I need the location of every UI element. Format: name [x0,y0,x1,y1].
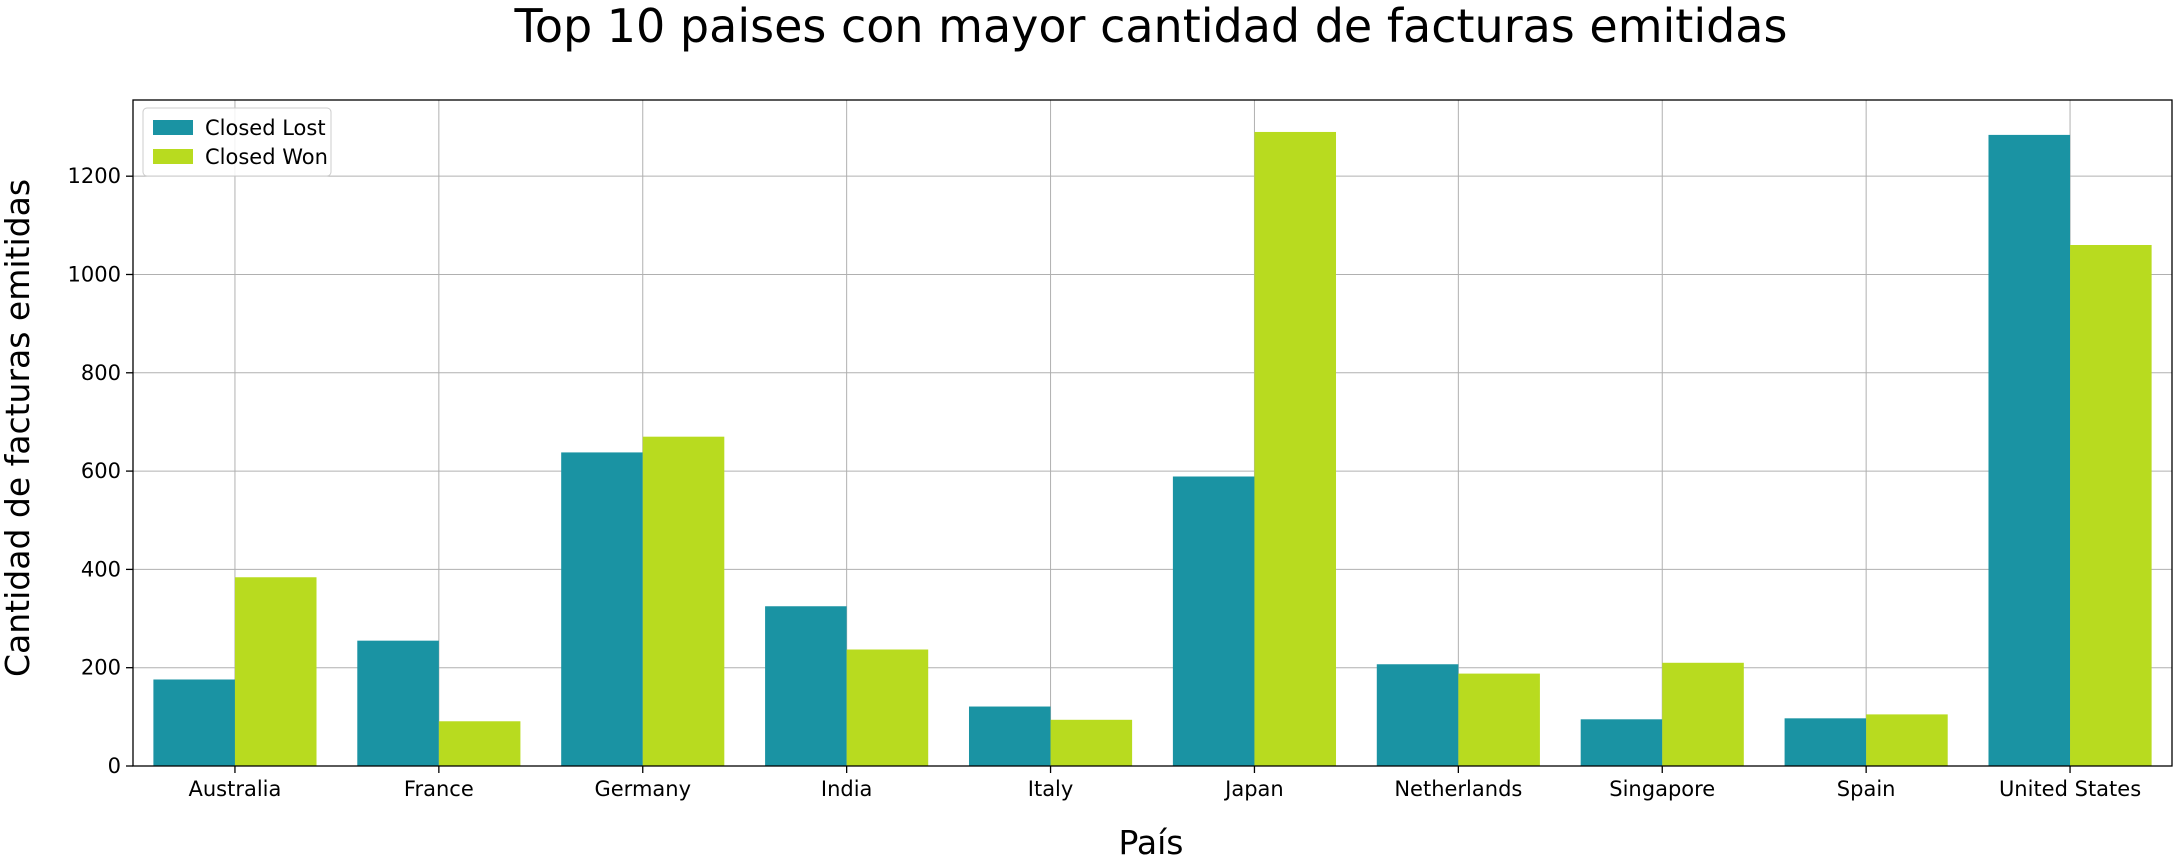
x-tick-label: Italy [1028,777,1074,801]
legend: Closed Lost Closed Won [142,107,332,177]
x-tick-label: Australia [189,777,282,801]
y-axis-title: Cantidad de facturas emitidas [0,179,37,677]
x-tick-label: Singapore [1609,777,1715,801]
bar-closed-won [1458,673,1540,766]
x-tick-label: United States [1999,777,2141,801]
legend-label: Closed Won [205,145,328,169]
bar-closed-won [1254,131,1337,766]
legend-swatch [153,149,193,164]
bar-closed-lost [1784,718,1867,766]
bar-closed-lost [1376,664,1459,766]
bar-closed-won [234,577,317,766]
y-tick-label: 600 [81,459,121,483]
x-tick-label: Spain [1837,777,1896,801]
bar-closed-lost [968,706,1051,766]
bar-closed-lost [153,679,235,766]
bar-closed-won [438,721,521,766]
x-tick-label: Netherlands [1394,777,1522,801]
chart-title: Top 10 paises con mayor cantidad de fact… [514,0,1788,53]
bars [153,131,2152,767]
bar-closed-won [642,436,725,766]
bar-closed-lost [1172,476,1255,766]
x-tick-label: India [821,777,873,801]
x-axis-ticks: Australia France Germany India Italy Japan Net… [189,766,2141,801]
bar-closed-won [1662,662,1744,766]
legend-label: Closed Lost [205,116,326,140]
bar-closed-lost [561,452,643,766]
bar-closed-lost [357,640,439,766]
y-tick-label: 800 [81,361,121,385]
bar-closed-won [2070,244,2152,766]
bar-closed-won [1050,719,1133,766]
x-tick-label: France [404,777,474,801]
y-tick-label: 200 [81,656,121,680]
bar-closed-won [846,649,929,766]
bar-closed-lost [1580,719,1663,766]
bar-closed-lost [765,606,847,766]
bar-closed-won [1866,714,1948,766]
y-axis-ticks: 0 200 400 600 800 1000 1200 [68,164,133,778]
y-tick-label: 1200 [68,164,121,188]
x-tick-label: Japan [1223,777,1284,801]
x-axis-title: País [1118,823,1183,862]
y-tick-label: 400 [81,557,121,581]
plot-frame [132,99,2173,767]
legend-swatch [153,120,193,135]
bar-closed-lost [1988,134,2071,767]
y-tick-label: 1000 [68,262,121,286]
x-tick-label: Germany [594,777,691,801]
y-tick-label: 0 [108,754,121,778]
